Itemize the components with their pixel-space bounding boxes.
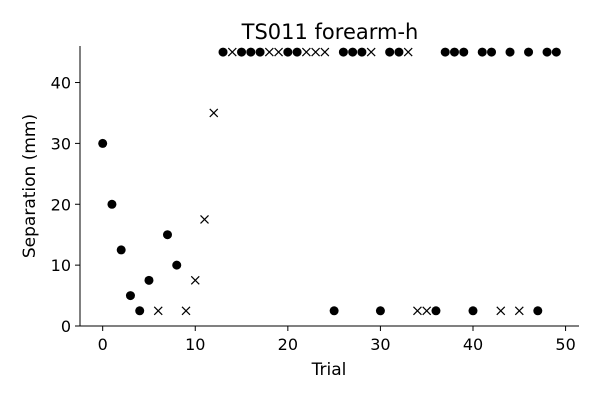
y-tick-label: 40: [51, 74, 71, 93]
data-point-circle: [144, 275, 154, 285]
data-point-circle: [477, 47, 487, 57]
x-axis-label: Trial: [311, 360, 347, 380]
data-point-circle: [292, 47, 302, 57]
y-axis-ticks: 0 10 20 30 40: [51, 74, 80, 336]
data-point-circle: [487, 47, 497, 57]
y-axis-label: Separation (mm): [20, 114, 40, 258]
data-point-circle: [440, 47, 450, 57]
data-point-circle: [385, 47, 395, 57]
data-point-x: [200, 215, 209, 224]
data-point-x: [366, 47, 376, 57]
data-point-circle: [135, 306, 145, 316]
x-tick-label: 30: [370, 335, 390, 354]
x-tick-label: 40: [463, 335, 483, 354]
data-point-circle: [255, 47, 265, 57]
data-point-circle: [237, 47, 247, 57]
x-tick-label: 10: [185, 335, 205, 354]
data-point-x: [422, 306, 432, 316]
data-point-circle: [542, 47, 552, 57]
x-axis-ticks: 0 10 20 30 40 50: [98, 326, 576, 354]
data-point-circle: [338, 47, 348, 57]
data-point-circle: [533, 306, 543, 316]
data-point-circle: [551, 47, 561, 57]
data-point-x: [301, 47, 311, 57]
data-point-circle: [449, 47, 459, 57]
data-point-x: [153, 306, 163, 316]
data-point-circle: [524, 47, 534, 57]
x-tick-label: 50: [555, 335, 575, 354]
data-point-circle: [394, 47, 404, 57]
data-point-circle: [505, 47, 515, 57]
data-point-circle: [468, 306, 478, 316]
data-point-circle: [329, 306, 339, 316]
y-tick-label: 10: [51, 256, 71, 275]
data-point-circle: [162, 230, 172, 240]
data-point-x: [413, 306, 422, 316]
x-tick-label: 20: [278, 335, 298, 354]
data-point-circle: [98, 138, 108, 148]
data-point-circle: [431, 306, 441, 316]
data-point-x: [190, 275, 200, 285]
data-point-circle: [172, 260, 182, 270]
y-tick-label: 20: [51, 195, 71, 214]
data-point-x: [403, 47, 413, 57]
data-point-circle: [125, 291, 135, 301]
chart-title: TS011 forearm-h: [241, 20, 419, 44]
data-point-x: [264, 47, 274, 57]
data-point-circle: [107, 199, 117, 209]
data-point-circle: [218, 47, 228, 57]
data-point-circle: [348, 47, 358, 57]
data-point-circle: [459, 47, 469, 57]
x-tick-label: 0: [98, 335, 108, 354]
data-point-circle: [283, 47, 293, 57]
data-point-circle: [375, 306, 385, 316]
data-point-circle: [116, 245, 126, 255]
data-point-x: [227, 47, 237, 57]
data-point-x: [209, 108, 219, 118]
data-point-x: [311, 47, 321, 57]
data-point-x: [181, 306, 191, 316]
data-point-x: [496, 306, 506, 316]
data-point-x: [320, 47, 330, 57]
data-point-x: [514, 306, 524, 316]
y-tick-label: 0: [61, 317, 71, 336]
data-points: [98, 47, 561, 316]
data-point-x: [274, 47, 284, 57]
y-tick-label: 30: [51, 134, 71, 153]
data-point-circle: [246, 47, 256, 57]
data-point-circle: [357, 47, 367, 57]
